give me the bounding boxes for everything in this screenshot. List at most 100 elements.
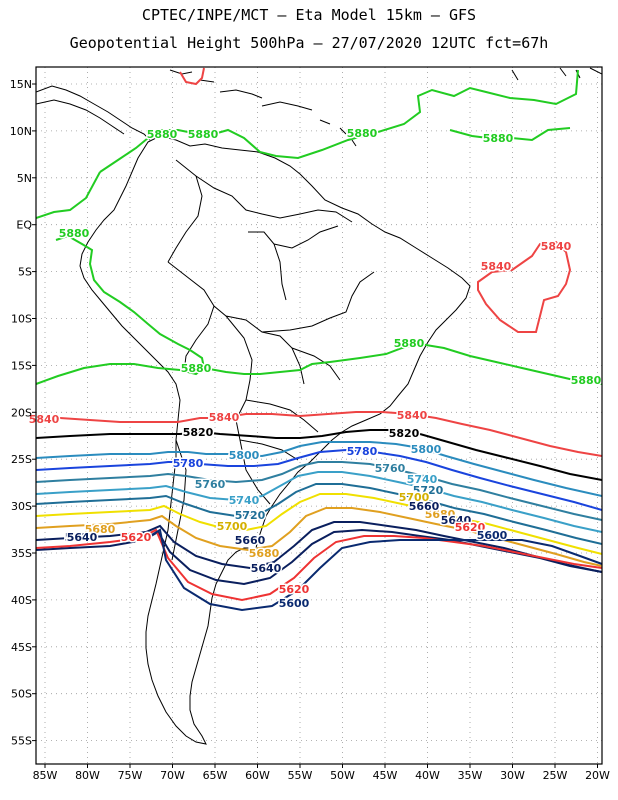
contour-label: 5800 bbox=[411, 443, 442, 456]
contour-label: 5780 bbox=[173, 457, 204, 470]
central-america-coast bbox=[36, 85, 151, 141]
lat-tick-label: 15S bbox=[11, 359, 32, 372]
contour-label: 5700 bbox=[399, 491, 430, 504]
lon-tick-label: 20W bbox=[585, 769, 610, 782]
lon-tick-label: 25W bbox=[543, 769, 568, 782]
contour-label: 5880 bbox=[188, 128, 219, 141]
caribbean-islands bbox=[219, 89, 357, 147]
contour-label: 5600 bbox=[477, 529, 508, 542]
lon-tick-label: 30W bbox=[500, 769, 525, 782]
lon-tick-label: 45W bbox=[373, 769, 398, 782]
contour-label: 5840 bbox=[481, 260, 512, 273]
lon-tick-label: 50W bbox=[330, 769, 355, 782]
contour-label: 5760 bbox=[195, 478, 226, 491]
contour-label: 5680 bbox=[249, 547, 280, 560]
contour-label: 5720 bbox=[413, 484, 444, 497]
lon-tick-label: 70W bbox=[160, 769, 185, 782]
contour-label: 5880 bbox=[394, 337, 425, 350]
contour-label: 5720 bbox=[235, 509, 266, 522]
lat-tick-label: 35S bbox=[11, 547, 32, 560]
longitude-labels: 85W 80W 75W 70W 65W 60W 55W 50W 45W 40W 35W 30W 25W 2… bbox=[33, 769, 610, 782]
contour-5880-north-b bbox=[36, 171, 101, 219]
contour-label: 5880 bbox=[181, 362, 212, 375]
lat-tick-label: EQ bbox=[16, 219, 32, 232]
contour-label: 5880 bbox=[571, 374, 602, 387]
contour-label: 5780 bbox=[347, 445, 378, 458]
contour-label: 5680 bbox=[425, 508, 456, 521]
contour-5660-band bbox=[36, 521, 602, 573]
contour-label: 5680 bbox=[85, 523, 116, 536]
lon-tick-label: 75W bbox=[118, 769, 143, 782]
lon-tick-label: 80W bbox=[75, 769, 100, 782]
contour-label-group: 5880 5880 5880 5880 5880 5880 5880 5880 … bbox=[27, 126, 603, 612]
lat-tick-label: 15N bbox=[10, 78, 32, 91]
contour-label: 5600 bbox=[279, 597, 310, 610]
contour-5840-north-loop bbox=[179, 67, 205, 86]
lon-tick-label: 40W bbox=[415, 769, 440, 782]
plot-frame bbox=[35, 66, 603, 765]
contour-5840-band bbox=[36, 411, 602, 457]
contour-label: 5840 bbox=[209, 411, 240, 424]
lon-tick-label: 55W bbox=[288, 769, 313, 782]
contour-5600-band bbox=[149, 528, 602, 612]
contour-label: 5840 bbox=[29, 413, 60, 426]
lon-tick-label: 85W bbox=[33, 769, 58, 782]
south-america-coast bbox=[79, 135, 471, 745]
lat-tick-label: 40S bbox=[11, 594, 32, 607]
lon-tick-label: 65W bbox=[203, 769, 228, 782]
lat-tick-label: 45S bbox=[11, 641, 32, 654]
contour-label: 5660 bbox=[235, 534, 266, 547]
lat-tick-label: 25S bbox=[11, 453, 32, 466]
axis-ticks bbox=[32, 83, 598, 768]
lat-tick-label: 10S bbox=[11, 313, 32, 326]
lat-tick-label: 10N bbox=[10, 125, 32, 138]
contour-5700-band bbox=[36, 493, 602, 555]
lat-tick-label: 5N bbox=[17, 172, 32, 185]
contour-5800-band bbox=[36, 441, 602, 497]
contour-label: 5620 bbox=[121, 531, 152, 544]
contour-label: 5640 bbox=[67, 531, 98, 544]
latitude-labels: 15N 10N 5N EQ 5S 10S 15S 20S 25S 30S 35S 40S 45S 50S 5… bbox=[10, 78, 33, 748]
contour-label: 5820 bbox=[389, 427, 420, 440]
africa-coast-hint bbox=[589, 67, 602, 75]
contour-label: 5640 bbox=[251, 562, 282, 575]
contour-5620-band bbox=[36, 528, 602, 602]
contour-label: 5700 bbox=[217, 520, 248, 533]
contour-label: 5620 bbox=[455, 521, 486, 534]
graticule bbox=[36, 67, 602, 764]
coastlines bbox=[36, 67, 602, 745]
lat-tick-label: 55S bbox=[11, 735, 32, 748]
chart-title-line-2: Geopotential Height 500hPa – 27/07/2020 … bbox=[69, 34, 549, 52]
contour-5880-wave bbox=[449, 127, 571, 142]
contour-label: 5660 bbox=[409, 500, 440, 513]
lat-tick-label: 20S bbox=[11, 406, 32, 419]
contour-label: 5800 bbox=[229, 449, 260, 462]
contour-5880-north bbox=[99, 69, 579, 173]
contour-label: 5840 bbox=[541, 240, 572, 253]
contour-5720-band bbox=[36, 483, 602, 545]
contour-5820-band bbox=[36, 429, 602, 481]
contours bbox=[36, 67, 602, 612]
contour-label: 5640 bbox=[441, 514, 472, 527]
contour-label: 5760 bbox=[375, 462, 406, 475]
chart-title-line-1: CPTEC/INPE/MCT – Eta Model 15km – GFS bbox=[141, 6, 477, 24]
contour-5880-south bbox=[36, 234, 602, 385]
contour-label: 5660 bbox=[65, 531, 96, 544]
contour-label: 5740 bbox=[229, 494, 260, 507]
contour-label: 5840 bbox=[397, 409, 428, 422]
lon-tick-label: 35W bbox=[458, 769, 483, 782]
lat-tick-label: 50S bbox=[11, 688, 32, 701]
contour-label: 5880 bbox=[59, 227, 90, 240]
contour-5740-band bbox=[36, 471, 602, 533]
contour-label: 5880 bbox=[483, 132, 514, 145]
contour-label: 5740 bbox=[407, 473, 438, 486]
contour-5840-atlantic bbox=[477, 240, 572, 333]
contour-label: 5880 bbox=[147, 128, 178, 141]
lat-tick-label: 5S bbox=[18, 266, 32, 279]
contour-label: 5880 bbox=[347, 127, 378, 140]
contour-label: 5620 bbox=[279, 583, 310, 596]
contour-5780-band bbox=[36, 448, 602, 511]
lat-tick-label: 30S bbox=[11, 500, 32, 513]
lon-tick-label: 60W bbox=[245, 769, 270, 782]
